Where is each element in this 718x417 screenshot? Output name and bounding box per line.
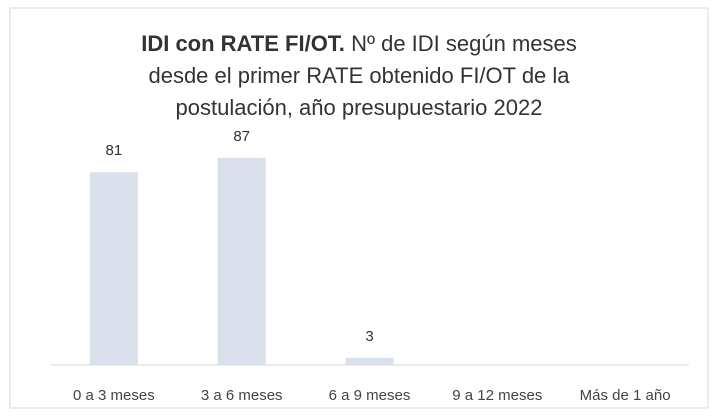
x-tick-label: 6 a 9 meses: [329, 387, 411, 404]
bar: [89, 172, 138, 365]
bar: [345, 357, 394, 365]
x-tick-label: 3 a 6 meses: [201, 387, 283, 404]
chart-title-bold: IDI con RATE FI/OT.: [141, 31, 345, 56]
chart-title-line: Nº de IDI según meses: [351, 31, 577, 56]
data-label: 3: [365, 328, 373, 345]
chart-title: IDI con RATE FI/OT. Nº de IDI según mese…: [141, 31, 577, 56]
chart-title-line: postulación, año presupuestario 2022: [176, 95, 543, 120]
data-label: 81: [106, 142, 123, 159]
chart-title-line: desde el primer RATE obtenido FI/OT de l…: [148, 63, 570, 88]
x-tick-label: 0 a 3 meses: [73, 387, 155, 404]
x-tick-label: 9 a 12 meses: [452, 387, 542, 404]
data-label: 87: [233, 128, 250, 145]
x-tick-label: Más de 1 año: [580, 387, 671, 404]
chart-title: postulación, año presupuestario 2022: [176, 95, 543, 120]
chart-title: desde el primer RATE obtenido FI/OT de l…: [148, 63, 570, 88]
bar: [217, 157, 266, 365]
